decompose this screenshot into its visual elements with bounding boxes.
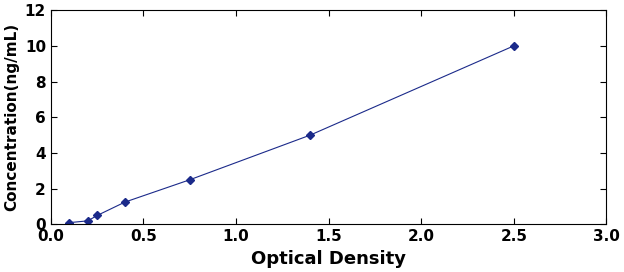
X-axis label: Optical Density: Optical Density bbox=[251, 250, 406, 268]
Y-axis label: Concentration(ng/mL): Concentration(ng/mL) bbox=[4, 23, 19, 211]
